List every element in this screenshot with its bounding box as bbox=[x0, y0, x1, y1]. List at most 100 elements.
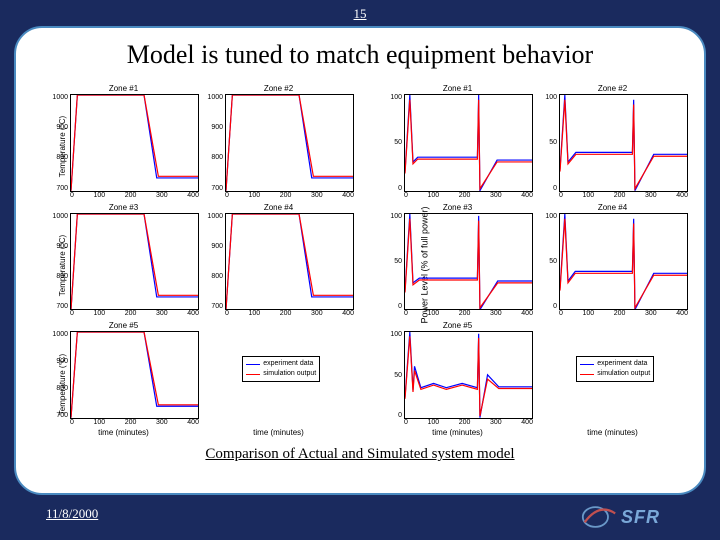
x-tick: 200 bbox=[280, 310, 292, 319]
subplot-body: 1000900800700 bbox=[48, 331, 199, 419]
x-tick: 0 bbox=[559, 310, 563, 319]
y-tick: 900 bbox=[203, 243, 223, 250]
y-axis-ticks: 1000900800700 bbox=[48, 94, 70, 192]
subplot-title: Zone #1 bbox=[382, 84, 533, 94]
x-tick: 0 bbox=[225, 310, 229, 319]
simulation-trace bbox=[71, 332, 198, 418]
y-tick: 900 bbox=[48, 124, 68, 131]
content-frame: Model is tuned to match equipment behavi… bbox=[14, 26, 706, 495]
caption: Comparison of Actual and Simulated syste… bbox=[30, 446, 690, 463]
legend-label: simulation output bbox=[597, 369, 650, 379]
subplot-zone-1: Zone #1Temperature (°C)10009008007000100… bbox=[48, 84, 199, 201]
y-tick: 0 bbox=[537, 303, 557, 310]
x-axis-label: time (minutes) bbox=[537, 428, 688, 438]
y-tick: 50 bbox=[537, 139, 557, 146]
y-axis-ticks: 100500 bbox=[382, 213, 404, 311]
subplot-title: Zone #3 bbox=[48, 203, 199, 213]
x-tick: 200 bbox=[125, 419, 137, 428]
x-axis-ticks: 0100200300400 bbox=[203, 310, 354, 319]
plot-area bbox=[225, 213, 354, 311]
x-tick: 100 bbox=[93, 192, 105, 201]
subplot-body: 100 50 0 bbox=[537, 94, 688, 192]
simulation-trace bbox=[226, 214, 353, 310]
simulation-trace bbox=[71, 214, 198, 310]
subplot-title: Zone #4 bbox=[537, 203, 688, 213]
x-tick: 200 bbox=[614, 192, 626, 201]
y-tick: 0 bbox=[382, 303, 402, 310]
x-tick: 300 bbox=[490, 192, 502, 201]
experiment-trace bbox=[560, 95, 687, 191]
trace-svg bbox=[226, 214, 353, 310]
plot-area bbox=[70, 213, 199, 311]
experiment-trace bbox=[560, 214, 687, 310]
footer-date: 11/8/2000 bbox=[46, 506, 98, 522]
x-tick: 400 bbox=[521, 310, 533, 319]
x-axis-ticks: 0100200300400 bbox=[48, 419, 199, 428]
y-tick: 1000 bbox=[48, 213, 68, 220]
x-axis-ticks: 0100200300400 bbox=[537, 192, 688, 201]
legend-label: experiment data bbox=[263, 359, 313, 369]
subplot-title: Zone #1 bbox=[48, 84, 199, 94]
y-tick: 0 bbox=[537, 185, 557, 192]
x-tick: 100 bbox=[427, 310, 439, 319]
x-tick: 300 bbox=[156, 310, 168, 319]
x-tick: 400 bbox=[342, 310, 354, 319]
trace-svg bbox=[560, 95, 687, 191]
x-tick: 100 bbox=[427, 419, 439, 428]
y-tick: 700 bbox=[203, 303, 223, 310]
y-tick: 0 bbox=[382, 185, 402, 192]
trace-svg bbox=[405, 214, 532, 310]
subplot-title: Zone #5 bbox=[48, 321, 199, 331]
trace-svg bbox=[71, 332, 198, 418]
plot-area bbox=[70, 94, 199, 192]
y-tick: 700 bbox=[48, 185, 68, 192]
y-tick: 100 bbox=[537, 94, 557, 101]
x-tick: 300 bbox=[645, 192, 657, 201]
y-tick: 800 bbox=[48, 385, 68, 392]
subplot-zone-3: Zone #3Temperature (°C)10009008007000100… bbox=[48, 203, 199, 320]
subplot-title: Zone #2 bbox=[537, 84, 688, 94]
logo-text: SFR bbox=[621, 507, 660, 528]
subplot-zone-5: Zone #51005000100200300400time (minutes) bbox=[382, 321, 533, 438]
y-tick: 1000 bbox=[48, 331, 68, 338]
x-tick: 0 bbox=[70, 419, 74, 428]
x-tick: 200 bbox=[459, 310, 471, 319]
legend-swatch bbox=[246, 364, 260, 365]
x-tick: 100 bbox=[248, 310, 260, 319]
x-tick: 100 bbox=[93, 310, 105, 319]
temperature-chart-group: Zone #1Temperature (°C)10009008007000100… bbox=[30, 80, 356, 440]
y-tick: 100 bbox=[382, 94, 402, 101]
subplot-title: Zone #5 bbox=[382, 321, 533, 331]
x-tick: 200 bbox=[125, 192, 137, 201]
x-tick: 400 bbox=[521, 192, 533, 201]
y-tick: 700 bbox=[48, 303, 68, 310]
subplot-title: Zone #2 bbox=[203, 84, 354, 94]
charts-container: Zone #1Temperature (°C)10009008007000100… bbox=[30, 80, 690, 440]
x-tick: 200 bbox=[614, 310, 626, 319]
x-tick: 300 bbox=[156, 192, 168, 201]
trace-svg bbox=[71, 95, 198, 191]
legend-item: experiment data bbox=[246, 359, 316, 369]
x-tick: 300 bbox=[311, 192, 323, 201]
legend-label: experiment data bbox=[597, 359, 647, 369]
x-tick: 0 bbox=[225, 192, 229, 201]
x-tick: 400 bbox=[676, 192, 688, 201]
subplot-zone-4: Zone #410009008007000100200300400 bbox=[203, 203, 354, 320]
y-tick: 50 bbox=[382, 372, 402, 379]
y-axis-ticks: 100500 bbox=[382, 94, 404, 192]
x-tick: 0 bbox=[70, 192, 74, 201]
y-tick: 100 bbox=[382, 331, 402, 338]
x-tick: 0 bbox=[404, 419, 408, 428]
subplot-zone-3: Zone #31005000100200300400 bbox=[382, 203, 533, 320]
y-tick: 900 bbox=[203, 124, 223, 131]
x-tick: 0 bbox=[70, 310, 74, 319]
x-axis-ticks: 0100200300400 bbox=[48, 192, 199, 201]
y-axis-ticks: 100500 bbox=[382, 331, 404, 419]
y-tick: 800 bbox=[48, 273, 68, 280]
subplot-title: Zone #3 bbox=[382, 203, 533, 213]
legend-box: experiment datasimulation output bbox=[576, 356, 654, 382]
experiment-trace bbox=[405, 214, 532, 310]
x-axis-ticks: 0100200300400 bbox=[382, 192, 533, 201]
x-tick: 200 bbox=[125, 310, 137, 319]
simulation-trace bbox=[560, 100, 687, 189]
